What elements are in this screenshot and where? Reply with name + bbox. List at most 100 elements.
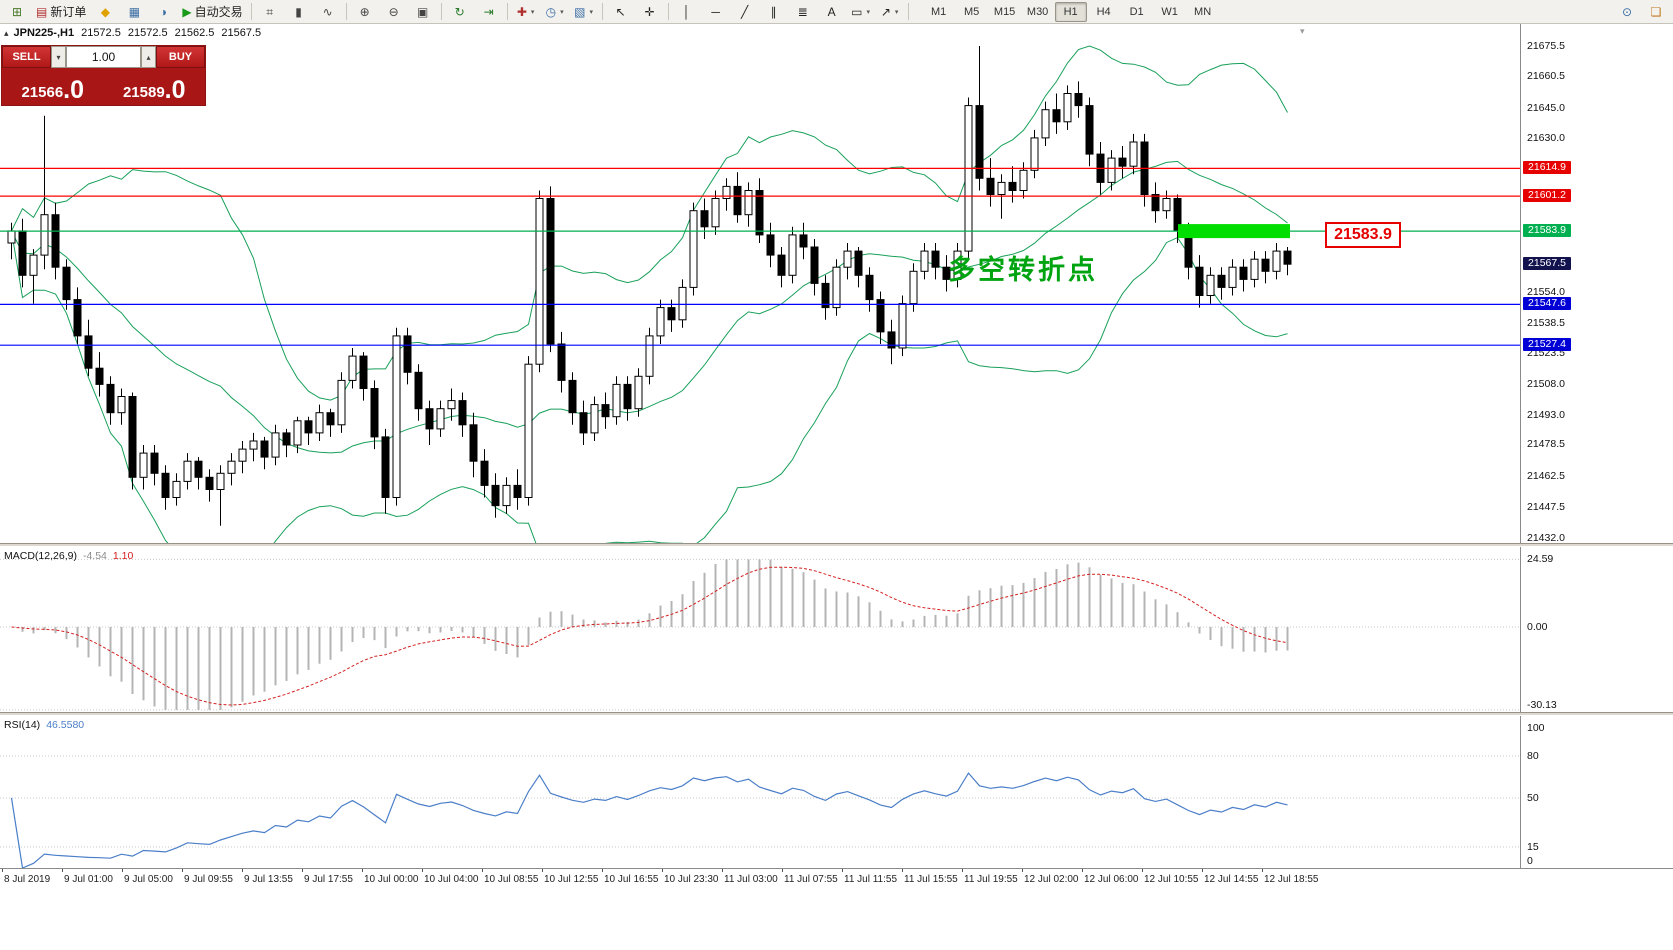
bar-chart-mode-icon: ⌗ bbox=[266, 4, 273, 19]
volume-increase-button[interactable]: ▴ bbox=[141, 46, 156, 68]
rsi-axis-label: 50 bbox=[1527, 792, 1539, 804]
timeframe-h1[interactable]: H1 bbox=[1054, 1, 1087, 22]
rsi-line bbox=[10, 772, 1288, 868]
candle-body bbox=[920, 250, 929, 272]
text-tool-button[interactable]: A bbox=[818, 1, 846, 23]
channel-button[interactable]: ∥ bbox=[760, 1, 788, 23]
candle-body bbox=[227, 460, 236, 474]
auto-scroll-button[interactable]: ↻ bbox=[446, 1, 474, 23]
feedback-button[interactable]: ❏ bbox=[1642, 1, 1670, 23]
time-axis-label: 11 Jul 11:55 bbox=[844, 874, 898, 885]
timeframe-d1[interactable]: D1 bbox=[1129, 5, 1144, 18]
price-axis-label: 21645.0 bbox=[1527, 101, 1565, 114]
horizontal-line-button[interactable]: ─ bbox=[702, 1, 730, 23]
toolbar: ⊞ ▤ 新订单 ◆ ▦ ◑ ▶ 自动交易 ⌗ ▮ ∿ ⊕ ⊖ ▣ ↻ ⇥ ✚ ▾ ◷ ▾ ▧ ▾ ↖ ✛ │ ─ ╱ ∥ ≣ A ▭ ▾ ↗ ▾ M… bbox=[0, 0, 1673, 24]
buy-button[interactable]: BUY bbox=[156, 46, 205, 68]
caret-down-icon[interactable]: ▾ bbox=[530, 8, 535, 16]
macd-pane-canvas[interactable] bbox=[0, 547, 1520, 712]
volume-input[interactable]: 1.00 bbox=[66, 46, 141, 68]
time-axis[interactable]: 8 Jul 2019 9 Jul 01:00 9 Jul 05:00 9 Jul 09… bbox=[0, 868, 1673, 889]
zoom-in-button[interactable]: ⊕ bbox=[351, 1, 379, 23]
candle-body bbox=[1272, 250, 1281, 272]
caret-down-icon[interactable]: ▾ bbox=[866, 8, 871, 16]
crosshair-button[interactable]: ✛ bbox=[636, 1, 664, 23]
candle-body bbox=[403, 335, 412, 373]
volume-decrease-button[interactable]: ▾ bbox=[51, 46, 66, 68]
vertical-line-button[interactable]: │ bbox=[673, 1, 701, 23]
candle-body bbox=[821, 282, 830, 309]
cursor-button[interactable]: ↖ bbox=[607, 1, 635, 23]
pane-separator[interactable] bbox=[0, 543, 1673, 547]
chart-shift-button[interactable]: ⇥ bbox=[475, 1, 503, 23]
timeframe-m15[interactable]: M15 bbox=[993, 5, 1016, 18]
data-window-button[interactable]: ◑ bbox=[149, 1, 177, 23]
candle-body bbox=[183, 460, 192, 482]
buy-price[interactable]: 21589.0 bbox=[104, 68, 206, 105]
horizontal-line-icon: ─ bbox=[711, 4, 720, 19]
candle-body bbox=[667, 307, 676, 321]
alerts-button[interactable]: ◆ bbox=[91, 1, 119, 23]
candle-body bbox=[84, 335, 93, 369]
new-chart-button[interactable]: ⊞ bbox=[3, 1, 31, 23]
autotrading-button[interactable]: ▶ 自动交易 bbox=[178, 1, 246, 23]
tile-windows-button[interactable]: ▣ bbox=[409, 1, 437, 23]
time-axis-tick bbox=[482, 869, 483, 872]
rsi-pane-canvas[interactable] bbox=[0, 716, 1520, 868]
timeframe-m1[interactable]: M1 bbox=[930, 5, 947, 18]
candle-body bbox=[733, 185, 742, 216]
one-click-collapse-icon[interactable]: ▴ bbox=[4, 27, 9, 38]
time-axis-tick bbox=[1082, 869, 1083, 872]
fibonacci-button[interactable]: ≣ bbox=[789, 1, 817, 23]
candle-body bbox=[271, 432, 280, 458]
timeframe-m30[interactable]: M30 bbox=[1026, 5, 1049, 18]
indicators-button[interactable]: ✚ ▾ bbox=[512, 1, 540, 23]
time-axis-label: 10 Jul 08:55 bbox=[484, 874, 539, 885]
search-button[interactable]: ⊙ bbox=[1613, 1, 1641, 23]
sell-button[interactable]: SELL bbox=[2, 46, 51, 68]
time-axis-label: 11 Jul 15:55 bbox=[904, 874, 958, 885]
timeframe-bar: M1 M5 M15 M30 H1 H4 D1 W1 MN bbox=[923, 1, 1219, 22]
highlight-bar[interactable] bbox=[1178, 224, 1290, 239]
new-order-button[interactable]: ▤ 新订单 bbox=[32, 1, 90, 23]
caret-down-icon[interactable]: ▾ bbox=[894, 8, 899, 16]
candle-body bbox=[95, 367, 104, 385]
rsi-axis[interactable]: 100 80 50 15 0 bbox=[1520, 716, 1673, 868]
autotrading-label: 自动交易 bbox=[194, 5, 243, 19]
bar-chart-mode-button[interactable]: ⌗ bbox=[256, 1, 284, 23]
caret-down-icon[interactable]: ▾ bbox=[589, 8, 594, 16]
timeframe-w1[interactable]: W1 bbox=[1161, 5, 1178, 18]
time-axis-tick bbox=[362, 869, 363, 872]
candle-body bbox=[766, 234, 775, 256]
price-axis-label: 21538.5 bbox=[1527, 316, 1565, 329]
caret-down-icon[interactable]: ▾ bbox=[560, 8, 564, 16]
macd-axis[interactable]: 24.59 0.00 -30.13 bbox=[1520, 547, 1673, 712]
candle-chart-mode-button[interactable]: ▮ bbox=[285, 1, 313, 23]
candle-body bbox=[645, 335, 654, 377]
line-chart-mode-button[interactable]: ∿ bbox=[314, 1, 342, 23]
candle-body bbox=[7, 230, 16, 244]
price-axis[interactable]: 21675.5 21660.5 21645.0 21630.0 21554.0 21538… bbox=[1520, 24, 1673, 544]
time-axis-label: 10 Jul 23:30 bbox=[664, 874, 719, 885]
periods-button[interactable]: ◷ ▾ bbox=[541, 1, 569, 23]
timeframe-h4[interactable]: H4 bbox=[1096, 5, 1111, 18]
candle-body bbox=[106, 383, 115, 414]
zoom-out-button[interactable]: ⊖ bbox=[380, 1, 408, 23]
timeframe-mn[interactable]: MN bbox=[1194, 5, 1212, 18]
feedback-icon: ❏ bbox=[1650, 4, 1662, 19]
sell-price[interactable]: 21566.0 bbox=[2, 68, 104, 105]
templates-icon: ▧ bbox=[574, 4, 586, 19]
arrows-tool-button[interactable]: ↗ ▾ bbox=[876, 1, 904, 23]
arrows-tool-icon: ↗ bbox=[880, 4, 891, 19]
trendline-button[interactable]: ╱ bbox=[731, 1, 759, 23]
timeframe-m5[interactable]: M5 bbox=[963, 5, 980, 18]
pane-separator[interactable] bbox=[0, 712, 1673, 716]
templates-button[interactable]: ▧ ▾ bbox=[570, 1, 598, 23]
shapes-tool-button[interactable]: ▭ ▾ bbox=[847, 1, 875, 23]
chart-annotation-text[interactable]: 多空转折点 bbox=[948, 255, 1098, 285]
one-click-trading-panel: SELL ▾ 1.00 ▴ BUY 21566.0 21589.0 bbox=[1, 45, 206, 106]
price-callout-box[interactable]: 21583.9 bbox=[1325, 222, 1401, 248]
main-chart-canvas[interactable] bbox=[0, 24, 1520, 543]
candle-body bbox=[1118, 157, 1127, 167]
market-watch-button[interactable]: ▦ bbox=[120, 1, 148, 23]
candle-body bbox=[1250, 258, 1259, 280]
